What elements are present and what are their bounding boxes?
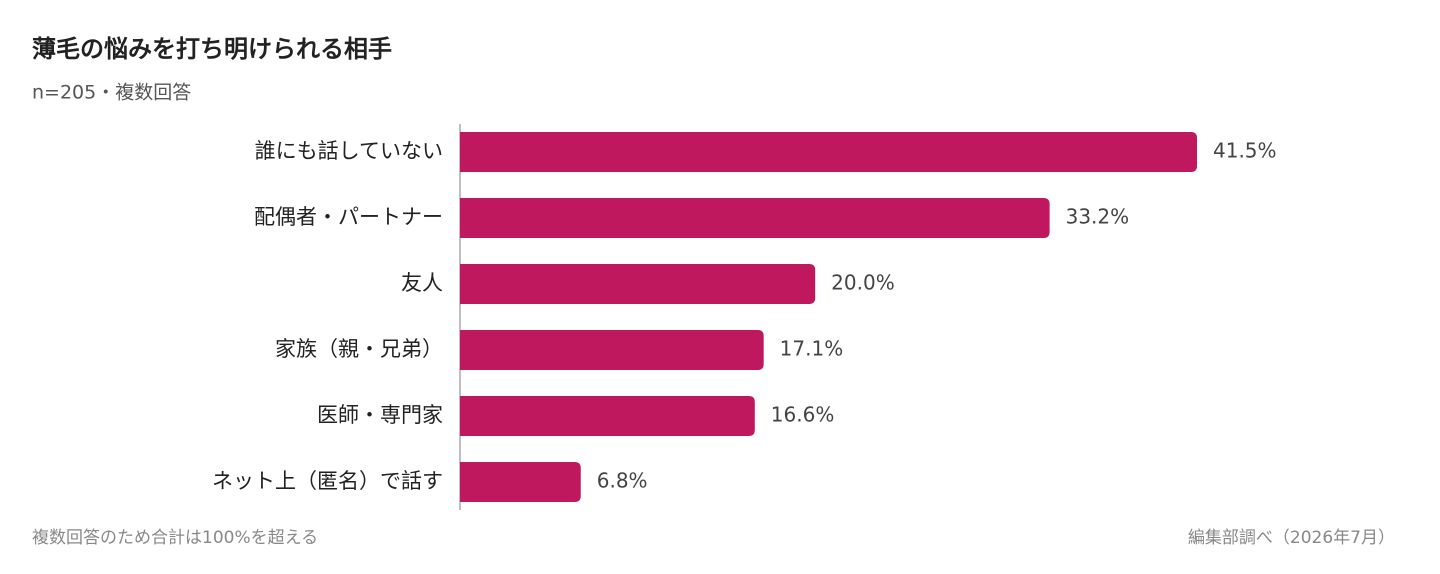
value-label: 6.8% xyxy=(597,469,648,493)
bar xyxy=(460,198,1050,238)
source: 編集部調べ（2026年7月） xyxy=(1188,528,1395,548)
bar xyxy=(460,462,581,502)
category-label: ネット上（匿名）で話す xyxy=(212,469,443,493)
bar xyxy=(460,396,755,436)
category-label: 配偶者・パートナー xyxy=(254,205,443,229)
value-label: 20.0% xyxy=(831,271,895,295)
category-label: 家族（親・兄弟） xyxy=(275,337,443,361)
category-label: 誰にも話していない xyxy=(255,139,443,163)
category-label: 医師・専門家 xyxy=(317,403,443,427)
value-label: 33.2% xyxy=(1066,205,1130,229)
chart-subtitle: n=205・複数回答 xyxy=(32,82,191,104)
bar xyxy=(460,264,816,304)
bar xyxy=(460,330,764,370)
footnote: 複数回答のため合計は100%を超える xyxy=(32,528,318,548)
value-label: 16.6% xyxy=(771,403,835,427)
bar xyxy=(460,132,1197,172)
category-label: 友人 xyxy=(401,271,443,295)
chart-title: 薄毛の悩みを打ち明けられる相手 xyxy=(32,35,392,63)
value-label: 41.5% xyxy=(1213,139,1277,163)
value-label: 17.1% xyxy=(780,337,844,361)
